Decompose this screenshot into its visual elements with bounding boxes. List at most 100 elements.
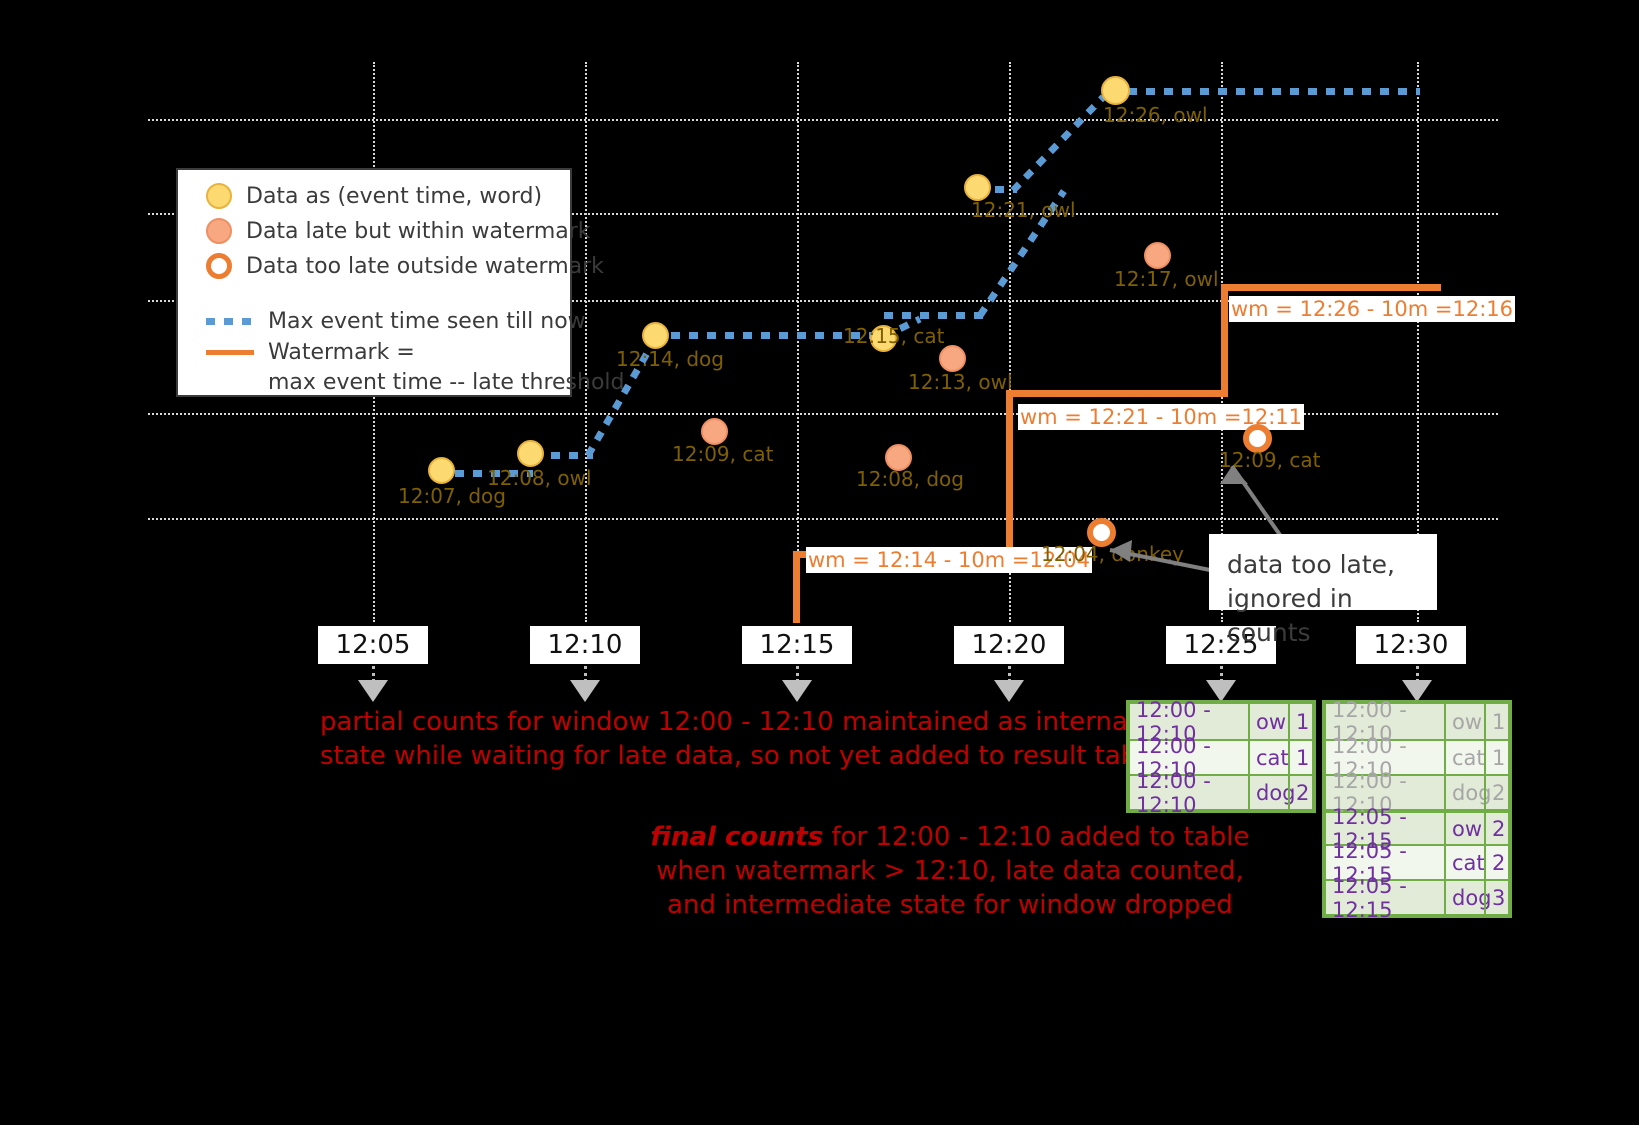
cell-window: 12:00 - 12:10 [1136,768,1211,817]
table-row[interactable]: 12:00 - 12:10 cat 1 [1326,734,1508,782]
data-point-on-time[interactable] [428,457,455,484]
axis-tick-12-05: 12:05 [318,626,428,664]
watermark-segment-vertical [1006,392,1013,555]
legend-label: Data as (event time, word) [246,183,543,209]
cell-count: 1 [1484,741,1506,774]
note-final-line-1-rest: for 12:00 - 12:10 added to table [823,822,1250,852]
data-point-too-late[interactable] [1243,424,1272,453]
legend-item-too-late: Data too late outside watermark [206,253,604,279]
cell-word: dog [1444,881,1492,914]
gridline-horizontal [148,300,1498,302]
cell-count: 2 [1288,776,1310,809]
axis-tick-12-20: 12:20 [954,626,1064,664]
cell-count: 2 [1484,813,1506,844]
data-point-late[interactable] [939,345,966,372]
max-event-time-segment [977,186,1017,193]
table-row[interactable]: 12:00 - 12:10 owl 1 [1326,697,1508,746]
legend-label: max event time -- late threshold [268,370,625,395]
filled-yellow-circle-icon [206,183,232,209]
watermark-label-3: wm = 12:26 - 10m =12:16 [1229,296,1515,322]
cell-count: 2 [1484,846,1506,879]
callout-line-2: ignored in counts [1227,584,1353,647]
cell-word: cat [1444,741,1485,774]
cell-word: cat [1444,846,1485,879]
watermark-segment-horizontal [1006,390,1228,397]
table-row[interactable]: 12:05 - 12:15 cat 2 [1326,839,1508,887]
blue-dotted-line-icon [206,318,254,325]
data-point-late[interactable] [701,418,728,445]
legend-item-watermark-formula: max event time -- late threshold [268,370,625,395]
tick-arrow-head [782,680,812,702]
cell-word: cat [1248,741,1289,774]
max-event-time-segment [1010,94,1106,193]
gridline-vertical [797,62,799,622]
table-row[interactable]: 12:05 - 12:15 dog 3 [1326,874,1508,922]
note-final-line-2: when watermark > 12:10, late data counte… [656,856,1244,886]
result-table-at-12-25: 12:00 - 12:10 owl 1 12:00 - 12:10 cat 1 … [1126,697,1316,817]
data-point-label: 12:07, dog [398,484,506,508]
gridline-horizontal [148,518,1498,520]
hollow-orange-circle-icon [206,253,232,279]
data-point-late[interactable] [885,444,912,471]
tick-arrow-head [358,680,388,702]
data-point-on-time[interactable] [517,440,544,467]
watermark-segment-vertical [1221,286,1228,394]
data-point-label: 12:17, owl [1114,267,1219,291]
table-row[interactable]: 12:05 - 12:15 owl 2 [1326,805,1508,853]
cell-count: 2 [1484,776,1506,809]
max-event-time-segment [884,312,984,319]
legend-item-late-within: Data late but within watermark [206,218,591,244]
tick-arrow-stem [372,666,375,682]
filled-salmon-circle-icon [206,218,232,244]
table-row[interactable]: 12:00 - 12:10 owl 1 [1130,697,1312,746]
tick-arrow-head [570,680,600,702]
tick-arrow-stem [1220,666,1223,682]
data-point-label: 12:13, owl [908,370,1013,394]
legend-label: Data too late outside watermark [246,253,604,279]
data-point-too-late[interactable] [1087,518,1116,547]
legend-label: Watermark = [268,340,415,365]
cell-count: 3 [1484,881,1506,914]
data-point-late[interactable] [1144,242,1171,269]
gridline-vertical [585,62,587,622]
cell-count: 1 [1288,741,1310,774]
max-event-time-segment [533,452,593,459]
tick-arrow-stem [1416,666,1419,682]
table-row[interactable]: 12:00 - 12:10 dog 2 [1130,768,1312,817]
axis-tick-12-25: 12:25 [1166,626,1276,664]
data-point-on-time[interactable] [1101,76,1130,105]
callout-too-late: data too late, ignored in counts [1209,534,1437,647]
cell-word: dog [1444,776,1492,809]
cell-window: 12:00 - 12:10 [1332,697,1407,746]
data-point-on-time[interactable] [642,322,669,349]
cell-word: owl [1444,704,1488,739]
data-point-label: 12:15, cat [843,324,945,348]
tick-arrow-stem [796,666,799,682]
max-event-time-segment [653,332,888,339]
legend-item-watermark: Watermark = [206,340,415,365]
tick-arrow-head [1206,680,1236,702]
data-point-label: 12:09, cat [1219,448,1321,472]
cell-word: owl [1248,704,1292,739]
data-point-label: 12:26, owl [1103,103,1208,127]
cell-window: 12:00 - 12:10 [1136,697,1211,746]
data-point-label: 12:09, cat [672,442,774,466]
tick-arrow-head [994,680,1024,702]
data-point-on-time[interactable] [964,174,991,201]
data-point-on-time[interactable] [870,325,897,352]
gridline-vertical [1417,62,1419,622]
legend-label: Max event time seen till now [268,309,586,334]
max-event-time-segment [437,470,533,477]
axis-tick-12-30: 12:30 [1356,626,1466,664]
legend-box: Data as (event time, word) Data late but… [176,168,625,397]
legend-label: Data late but within watermark [246,218,591,244]
tick-arrow-head [1402,680,1432,702]
tick-arrow-stem [1008,666,1011,682]
watermark-segment-vertical [793,555,800,623]
data-point-label: 12:21, owl [971,198,1076,222]
gridline-horizontal [148,213,1498,215]
gridline-vertical [1009,62,1011,622]
note-partial-line-1: partial counts for window 12:00 - 12:10 … [320,707,1136,737]
result-table-at-12-30: 12:00 - 12:10 owl 1 12:00 - 12:10 cat 1 … [1322,697,1512,922]
axis-tick-12-10: 12:10 [530,626,640,664]
